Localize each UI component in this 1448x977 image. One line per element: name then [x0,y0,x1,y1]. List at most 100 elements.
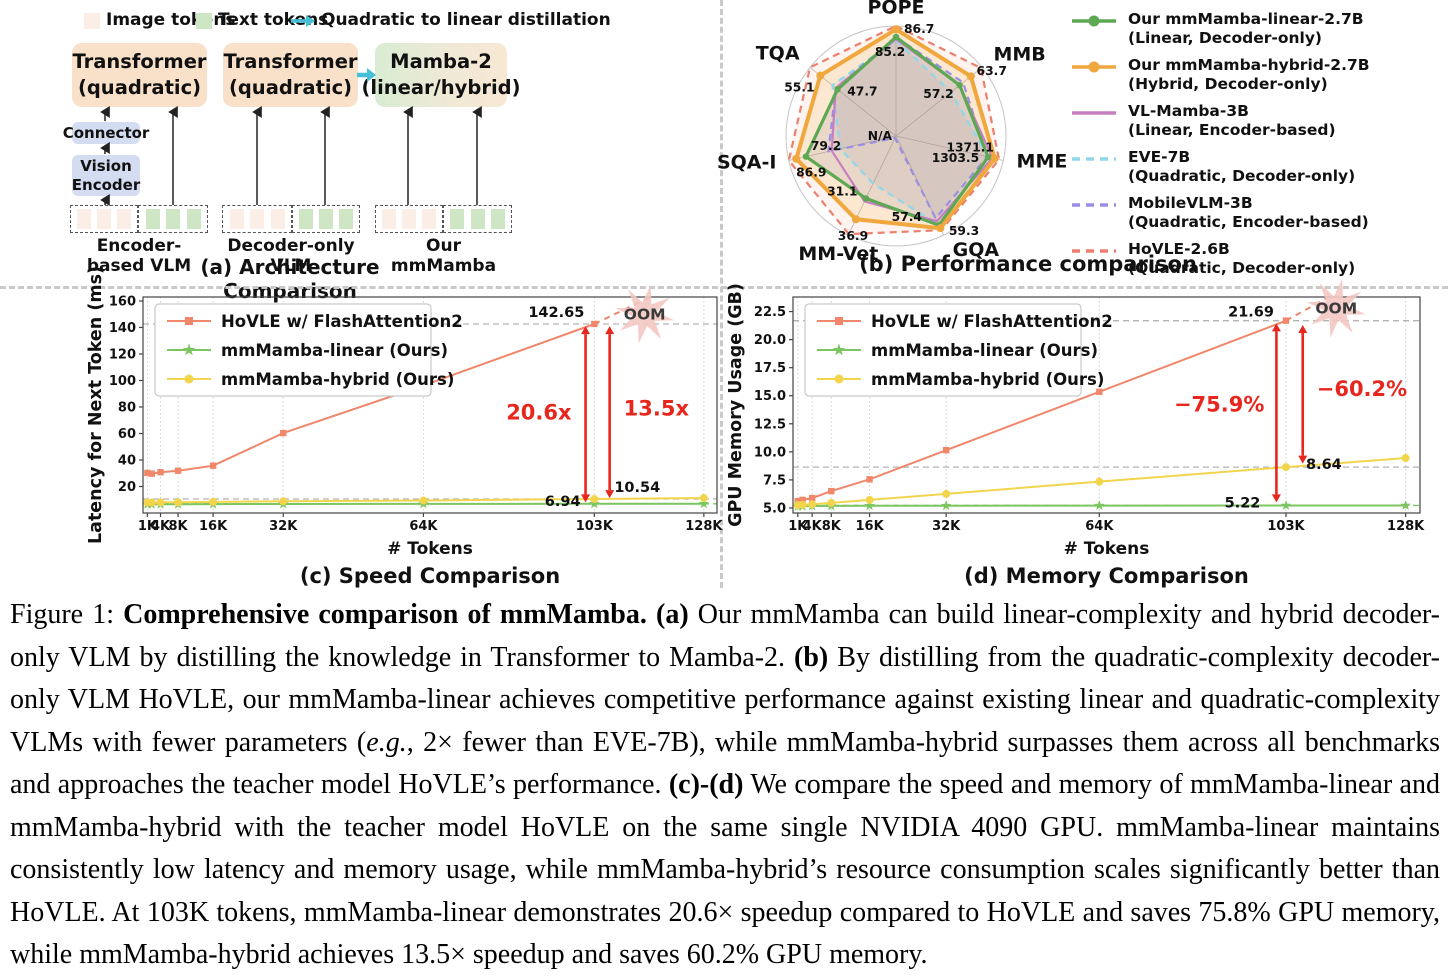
legend-line-swatch [1072,61,1116,73]
svg-text:HoVLE w/ FlashAttention2: HoVLE w/ FlashAttention2 [871,312,1113,331]
panel-performance-comparison: POPE MMB MME GQA MM-Vet SQA-I TQA 86.7 85.2 63.7 5… [717,0,1448,287]
caption-segment: Comprehensive comparison of mmMamba. [123,599,647,630]
svg-text:OOM: OOM [624,306,666,324]
encoder-vlm-image-tokens [70,205,138,233]
svg-text:mmMamba-linear (Ours): mmMamba-linear (Ours) [871,341,1098,360]
legend-entry-label: MobileVLM-3B (Quadratic, Encoder-based) [1128,194,1369,231]
svg-text:# Tokens: # Tokens [1064,539,1150,559]
text-token [299,209,313,229]
text-token [145,209,160,229]
svg-text:Latency for Next Token (ms): Latency for Next Token (ms) [86,266,106,544]
svg-text:16K: 16K [855,519,884,534]
svg-text:8K: 8K [168,519,188,534]
panel-divider-vertical [720,0,723,588]
image-token [229,209,244,229]
caption-segment: (a) [656,599,689,630]
caption-segment: By distilling from the quadratic-complex… [10,641,1441,758]
panel-a-caption: (a) Architecture Comparison [200,255,380,303]
caption-segment [647,599,656,630]
decoder-vlm-text-tokens [292,205,360,233]
text-token [450,209,465,229]
svg-text:5.22: 5.22 [1225,495,1261,511]
svg-text:64K: 64K [409,519,438,534]
svg-text:6.94: 6.94 [545,494,581,510]
svg-text:mmMamba-hybrid (Ours): mmMamba-hybrid (Ours) [871,370,1104,389]
vision-encoder-box: Vision Encoder [72,155,140,196]
mamba2-box: Mamba-2 (linear/hybrid) [362,43,521,107]
svg-text:7.5: 7.5 [763,473,786,488]
panel-divider-horizontal [0,286,1448,289]
svg-text:TQA: TQA [756,43,800,65]
svg-text:128K: 128K [685,519,723,534]
text-token [166,209,180,229]
svg-text:57.4: 57.4 [892,210,922,224]
image-token [402,209,416,229]
svg-text:1K: 1K [138,519,158,534]
svg-text:20.0: 20.0 [754,333,786,348]
svg-text:4K: 4K [151,519,171,534]
caption-segment: Figure 1: [10,599,124,630]
svg-text:mmMamba-linear (Ours): mmMamba-linear (Ours) [221,341,448,360]
svg-text:86.9: 86.9 [796,165,826,179]
panel-architecture-comparison: Image tokens Text tokens Quadratic to li… [0,0,722,303]
connector-box: Connector [63,122,149,144]
distillation-arrow-icon [357,68,376,82]
text-token-swatch [196,13,212,29]
svg-text:32K: 32K [932,519,961,534]
svg-text:1K: 1K [788,519,808,534]
transformer-quadratic-box-1: Transformer (quadratic) [72,43,207,107]
svg-text:MME: MME [1017,150,1068,172]
svg-text:17.5: 17.5 [754,361,786,376]
legend-entry: Our mmMamba-hybrid-2.7B (Hybrid, Decoder-… [1070,56,1448,93]
decoder-only-vlm-label: Decoder-only VLM [227,236,355,276]
svg-text:22.5: 22.5 [754,305,786,320]
legend-entry-label: EVE-7B (Quadratic, Decoder-only) [1128,148,1356,185]
svg-text:1371.1: 1371.1 [946,140,993,154]
svg-text:60: 60 [118,427,136,442]
svg-text:100: 100 [109,374,136,389]
transformer-quadratic-box-2: Transformer (quadratic) [223,43,358,107]
svg-text:40: 40 [118,453,136,468]
svg-text:160: 160 [109,294,136,309]
svg-text:64K: 64K [1085,519,1114,534]
svg-text:N/A: N/A [868,129,893,143]
image-token [77,209,91,229]
svg-text:mmMamba-hybrid (Ours): mmMamba-hybrid (Ours) [221,370,454,389]
svg-text:140: 140 [109,321,136,336]
text-token [319,209,333,229]
svg-text:GPU Memory Usage (GB): GPU Memory Usage (GB) [726,283,746,527]
caption-segment: Our mmMamba can build linear-complexity … [10,599,1440,673]
svg-text:15.0: 15.0 [754,389,786,404]
svg-text:4K: 4K [803,519,823,534]
radar-series [787,24,1001,236]
svg-text:8.64: 8.64 [1306,457,1342,473]
svg-text:SQA-I: SQA-I [717,151,777,173]
radar-series [794,27,997,231]
mmmamba-image-tokens [375,205,443,233]
figure-caption: Figure 1: Comprehensive comparison of mm… [10,594,1440,977]
caption-segment: (c)-(d) [668,769,744,801]
performance-radar-chart: POPE MMB MME GQA MM-Vet SQA-I TQA 86.7 85.2 63.7 5… [717,0,1068,265]
svg-text:103K: 103K [1267,519,1305,534]
mmmamba-text-tokens [443,205,512,233]
legend-entry: EVE-7B (Quadratic, Decoder-only) [1070,148,1448,185]
svg-text:1303.5: 1303.5 [932,151,979,165]
oom-burst [1306,278,1366,338]
svg-text:36.9: 36.9 [838,229,868,243]
legend-entry-label: VL-Mamba-3B (Linear, Encoder-based) [1128,102,1336,139]
svg-text:57.2: 57.2 [923,87,953,101]
svg-text:10.54: 10.54 [614,480,660,496]
text-token [339,209,353,229]
legend-line-swatch [1072,15,1116,27]
svg-text:10.0: 10.0 [754,445,786,460]
legend-entry-label: Our mmMamba-hybrid-2.7B (Hybrid, Decoder-… [1128,56,1370,93]
svg-text:80: 80 [118,400,136,415]
legend-line-swatch [1072,157,1116,161]
svg-text:POPE: POPE [868,0,925,19]
legend-line-swatch [1072,249,1116,253]
legend-entry: Our mmMamba-linear-2.7B (Linear, Decoder-… [1070,10,1448,47]
legend-distill-label: Quadratic to linear distillation [321,10,611,30]
